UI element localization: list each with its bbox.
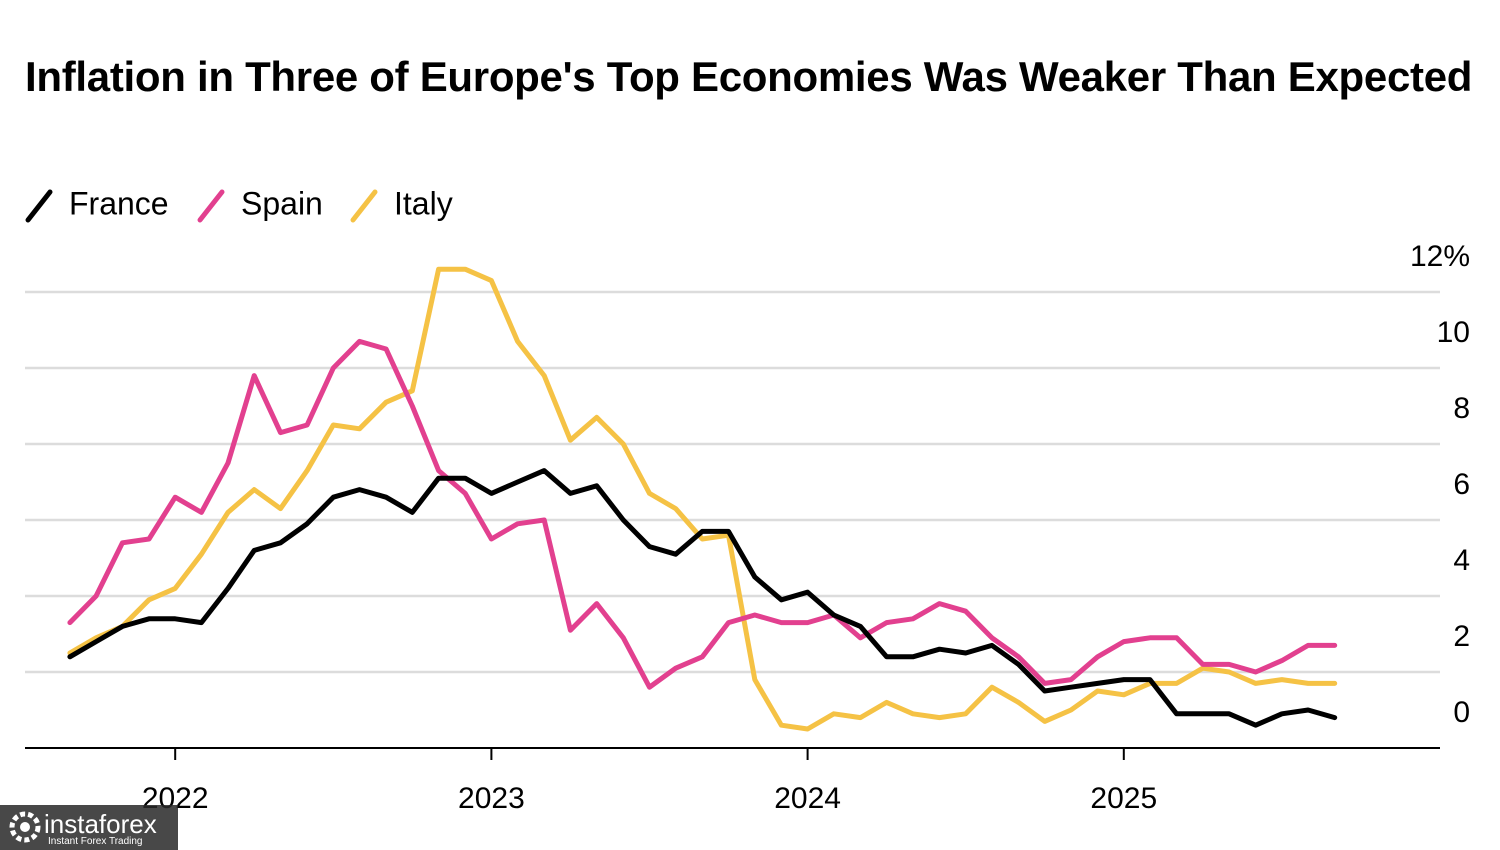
legend-swatch <box>197 189 225 223</box>
x-tick-label: 2024 <box>774 782 841 815</box>
y-tick-label: 6 <box>1453 468 1470 501</box>
x-tick-label: 2023 <box>458 782 525 815</box>
watermark: instaforex Instant Forex Trading <box>0 805 178 850</box>
legend-label: Italy <box>394 185 453 221</box>
y-tick-label: 0 <box>1453 696 1470 729</box>
watermark-brand: instaforex <box>44 809 157 839</box>
y-tick-label: 2 <box>1453 620 1470 653</box>
series-line <box>67 338 1338 690</box>
x-tick-label: 2025 <box>1090 782 1157 815</box>
series-line <box>67 468 1338 728</box>
watermark-icon <box>9 811 41 843</box>
series-line <box>67 266 1338 732</box>
y-tick-label: 12% <box>1410 240 1470 273</box>
legend-swatch <box>350 189 378 223</box>
legend-swatch <box>25 189 53 223</box>
y-tick-label: 10 <box>1437 316 1470 349</box>
watermark-tagline: Instant Forex Trading <box>48 836 143 847</box>
legend-label: France <box>69 185 169 221</box>
y-tick-label: 4 <box>1453 544 1470 577</box>
y-tick-label: 8 <box>1453 392 1470 425</box>
chart-title: Inflation in Three of Europe's Top Econo… <box>25 53 1473 100</box>
legend-label: Spain <box>241 185 323 221</box>
